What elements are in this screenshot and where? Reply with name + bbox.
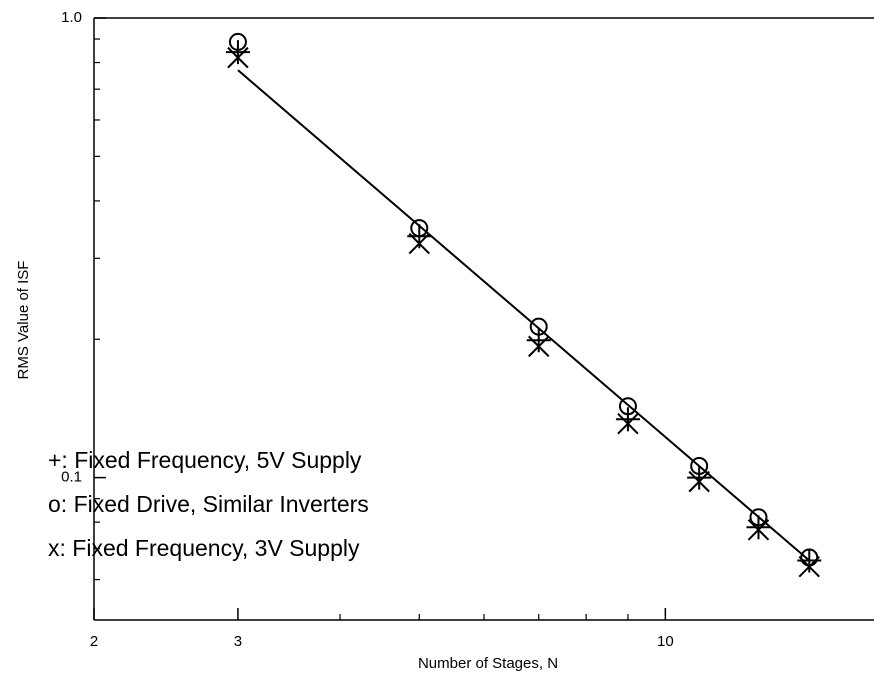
marker-circle	[410, 219, 429, 238]
marker-plus	[687, 465, 712, 490]
x-tick-label: 2	[90, 633, 98, 650]
marker-circle	[529, 317, 548, 336]
y-tick-label: 0.1	[61, 469, 82, 486]
marker-plus	[225, 40, 250, 65]
marker-x	[798, 555, 820, 578]
marker-plus	[526, 328, 551, 353]
marker-circle	[690, 456, 709, 475]
x-tick-label: 3	[234, 633, 242, 650]
marker-circle	[749, 508, 768, 527]
legend-entry: +: Fixed Frequency, 5V Supply	[48, 447, 362, 473]
marker-x	[227, 46, 249, 69]
x-tick-label: 10	[657, 633, 674, 650]
marker-x	[747, 519, 770, 541]
marker-x	[688, 470, 710, 493]
marker-circle	[618, 397, 637, 416]
marker-x	[617, 413, 639, 435]
marker-plus	[746, 515, 771, 540]
marker-circle	[228, 32, 247, 51]
x-axis-label: Number of Stages, N	[418, 655, 558, 672]
marker-plus	[615, 407, 640, 432]
y-axis-label: RMS Value of ISF	[15, 261, 32, 380]
marker-x	[528, 335, 550, 358]
fit-line	[237, 69, 810, 562]
legend-entry: x: Fixed Frequency, 3V Supply	[48, 535, 360, 561]
marker-x	[408, 232, 430, 255]
legend-entry: o: Fixed Drive, Similar Inverters	[48, 491, 369, 517]
y-tick-label: 1.0	[61, 9, 82, 26]
